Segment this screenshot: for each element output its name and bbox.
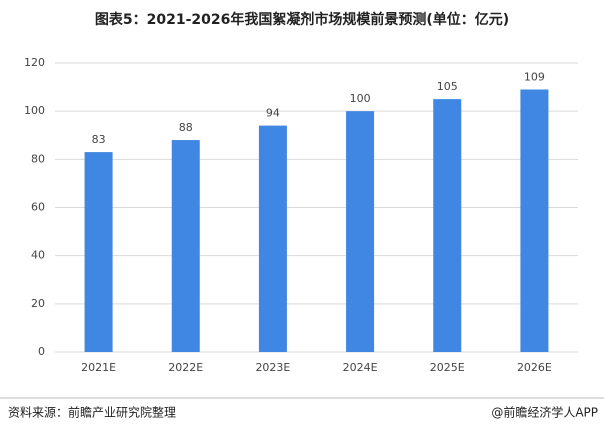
source-note: 资料来源：前瞻产业研究院整理 — [8, 405, 176, 420]
x-tick-label: 2023E — [255, 361, 290, 374]
data-label: 105 — [437, 80, 458, 93]
data-label: 100 — [350, 92, 371, 105]
bar — [258, 125, 287, 352]
chart-title: 图表5：2021-2026年我国絮凝剂市场规模前景预测(单位：亿元) — [95, 11, 509, 28]
data-label: 88 — [179, 121, 193, 134]
x-tick-label: 2025E — [430, 361, 465, 374]
bar — [520, 89, 549, 352]
x-tick-label: 2024E — [343, 361, 378, 374]
y-tick-label: 100 — [24, 104, 45, 117]
y-tick-label: 80 — [31, 152, 45, 165]
data-label: 94 — [266, 107, 280, 120]
x-tick-label: 2026E — [517, 361, 552, 374]
bar — [84, 152, 113, 352]
y-tick-label: 120 — [24, 56, 45, 69]
bar — [433, 99, 462, 352]
y-tick-label: 60 — [31, 201, 45, 214]
bar — [171, 140, 200, 352]
y-tick-label: 20 — [31, 297, 45, 310]
x-tick-label: 2022E — [168, 361, 203, 374]
credit: @前瞻经济学人APP — [491, 405, 598, 420]
x-tick-label: 2021E — [81, 361, 116, 374]
y-tick-label: 0 — [38, 345, 45, 358]
data-label: 109 — [524, 70, 545, 83]
bar — [346, 111, 375, 353]
y-tick-label: 40 — [31, 249, 45, 262]
data-label: 83 — [92, 133, 106, 146]
